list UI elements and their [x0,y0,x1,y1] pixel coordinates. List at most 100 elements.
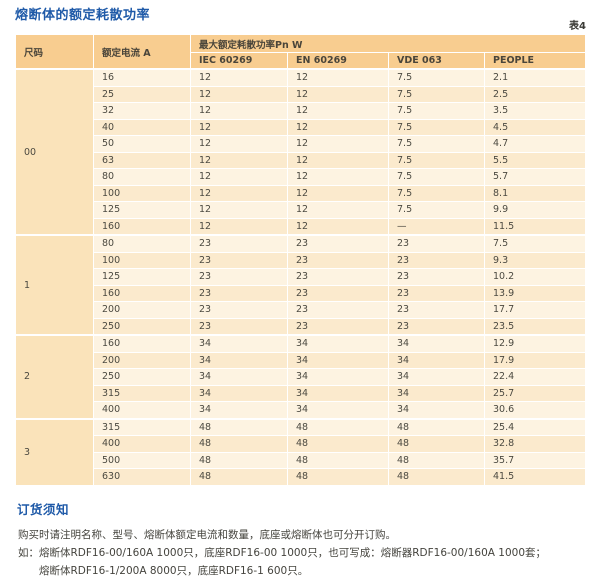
en-cell: 12 [287,184,389,202]
current-cell: 100 [93,251,191,269]
ordering-note-line: 熔断体RDF16-1/200A 8000只，底座RDF16-1 600只。 [39,565,309,577]
people-cell: 11.5 [483,217,587,236]
current-cell: 200 [93,301,191,319]
vde-cell: 34 [388,368,485,386]
iec-cell: 48 [190,468,288,486]
table-row: 400 48 48 48 32.8 [16,435,587,453]
current-cell: 630 [93,468,191,486]
vde-cell: 23 [388,301,485,319]
iec-cell: 12 [190,135,288,153]
vde-cell: 23 [388,234,485,253]
col-header-power-span: 最大额定耗散功率Pn W [189,34,587,53]
table-row: 315 34 34 34 25.7 [16,384,587,402]
current-cell: 200 [93,351,191,369]
col-header-vde: VDE 063 [388,52,485,70]
en-cell: 34 [287,368,389,386]
en-cell: 23 [287,301,389,319]
current-cell: 400 [93,401,191,419]
en-cell: 34 [287,351,389,369]
people-cell: 25.4 [483,417,587,436]
vde-cell: 7.5 [388,118,485,136]
iec-cell: 12 [190,184,288,202]
people-cell: 17.7 [483,301,587,319]
table-row: 500 48 48 48 35.7 [16,451,587,469]
col-header-size: 尺码 [15,34,94,70]
vde-cell: 7.5 [388,151,485,169]
current-cell: 16 [93,68,191,87]
people-cell: 17.9 [483,351,587,369]
vde-cell: 34 [388,351,485,369]
people-cell: 30.6 [483,401,587,419]
iec-cell: 48 [190,435,288,453]
current-cell: 80 [93,234,191,253]
size-cell: 3 [15,417,94,486]
people-cell: 13.9 [483,284,587,302]
vde-cell: 7.5 [388,135,485,153]
vde-cell: 7.5 [388,201,485,219]
people-cell: 35.7 [483,451,587,469]
people-cell: 5.7 [483,168,587,186]
table-row: 250 23 23 23 23.5 [16,317,587,336]
current-cell: 500 [93,451,191,469]
en-cell: 34 [287,334,389,353]
table-row: 100 23 23 23 9.3 [16,251,587,269]
ordering-notes: 购买时请注明名称、型号、熔断体额定电流和数量，底座或熔断体也可分开订购。 如：熔… [18,526,583,580]
ordering-heading: 订货须知 [17,502,70,517]
vde-cell: 7.5 [388,102,485,120]
en-cell: 12 [287,168,389,186]
current-cell: 100 [93,184,191,202]
col-header-people: PEOPLE [483,52,587,70]
en-cell: 48 [287,417,389,436]
iec-cell: 48 [190,451,288,469]
current-cell: 400 [93,435,191,453]
current-cell: 160 [93,284,191,302]
table-row: 160 23 23 23 13.9 [16,284,587,302]
current-cell: 250 [93,317,191,336]
people-cell: 3.5 [483,102,587,120]
iec-cell: 23 [190,251,288,269]
en-cell: 12 [287,118,389,136]
people-cell: 8.1 [483,184,587,202]
current-cell: 80 [93,168,191,186]
people-cell: 12.9 [483,334,587,353]
vde-cell: 48 [388,417,485,436]
current-cell: 125 [93,268,191,286]
people-cell: 4.7 [483,135,587,153]
people-cell: 2.1 [483,68,587,87]
ordering-note-line: 购买时请注明名称、型号、熔断体额定电流和数量，底座或熔断体也可分开订购。 [18,529,396,541]
vde-cell: — [388,217,485,236]
col-header-en: EN 60269 [287,52,389,70]
people-cell: 9.9 [483,201,587,219]
en-cell: 34 [287,384,389,402]
en-cell: 12 [287,217,389,236]
table-row: 3 315 48 48 48 25.4 [15,417,587,486]
table-row: 200 23 23 23 17.7 [16,301,587,319]
vde-cell: 48 [388,435,485,453]
iec-cell: 34 [190,401,288,419]
vde-cell: 34 [388,334,485,353]
current-cell: 40 [93,118,191,136]
iec-cell: 12 [190,85,288,103]
table-row: 00 16 12 12 7.5 2.1 [15,68,587,236]
iec-cell: 12 [190,201,288,219]
table-row: 63 12 12 7.5 5.5 [16,151,587,169]
en-cell: 23 [287,251,389,269]
vde-cell: 7.5 [388,85,485,103]
current-cell: 315 [93,384,191,402]
people-cell: 2.5 [483,85,587,103]
table-row: 160 12 12—11.5 [16,217,587,236]
table-row: 50 12 12 7.5 4.7 [16,135,587,153]
people-cell: 25.7 [483,384,587,402]
iec-cell: 12 [190,168,288,186]
iec-cell: 23 [190,317,288,336]
table-row: 630 48 48 48 41.5 [16,468,587,486]
people-cell: 9.3 [483,251,587,269]
people-cell: 22.4 [483,368,587,386]
en-cell: 12 [287,201,389,219]
current-cell: 160 [93,334,191,353]
en-cell: 48 [287,468,389,486]
people-cell: 5.5 [483,151,587,169]
table-row: 400 34 34 34 30.6 [16,401,587,419]
vde-cell: 23 [388,251,485,269]
